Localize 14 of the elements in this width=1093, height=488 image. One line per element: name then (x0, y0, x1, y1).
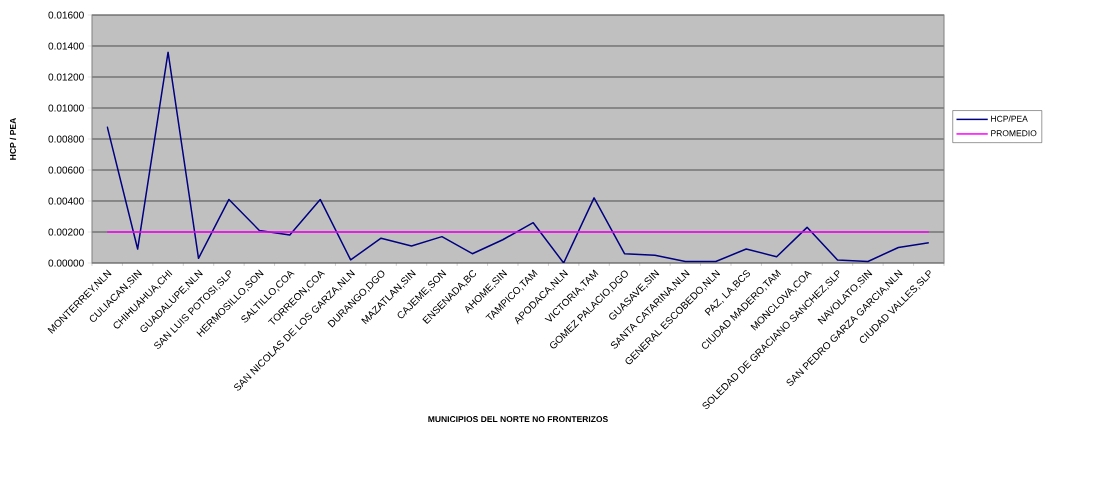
y-axis-title: HCP / PEA (9, 117, 17, 160)
y-tick-label: 0.00400 (48, 197, 84, 205)
y-tick-label: 0.01200 (48, 73, 84, 81)
y-tick-label: 0.00200 (48, 228, 84, 236)
line-series (106, 51, 930, 263)
y-tick-label: 0.01600 (48, 11, 84, 19)
y-tick-label: 0.00600 (48, 166, 84, 174)
y-tick-label: 0.01000 (48, 104, 84, 112)
y-tick-label: 0.01400 (48, 42, 84, 50)
legend-label: PROMEDIO (991, 130, 1037, 137)
y-tick-label: 0.00800 (48, 135, 84, 143)
legend-label: HCP/PEA (991, 115, 1028, 122)
y-tick-label: 0.00000 (48, 259, 84, 267)
x-axis-title: MUNICIPIOS DEL NORTE NO FRONTERIZOS (428, 416, 608, 423)
